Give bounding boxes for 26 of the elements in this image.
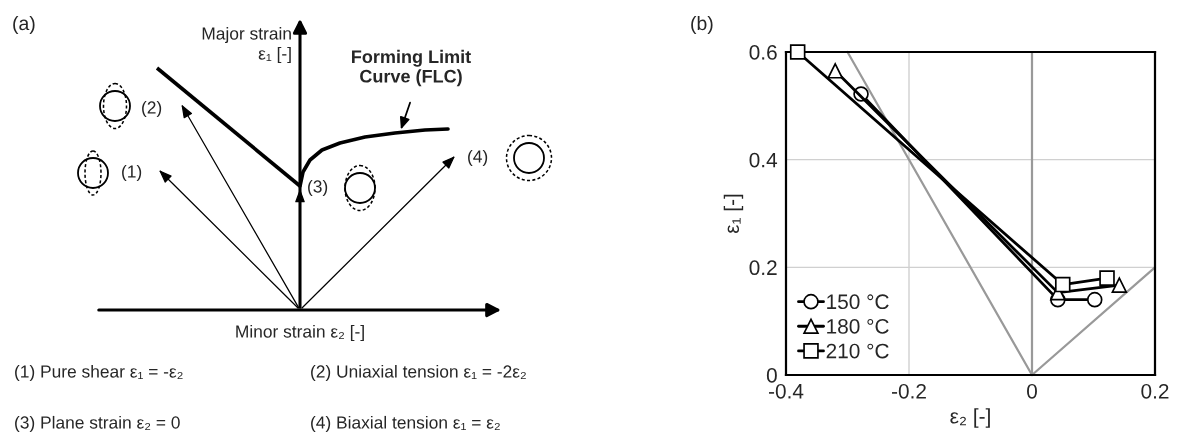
text: (4) [468,149,488,167]
text: Minor strain ε₂ [-] [236,324,364,342]
y-tick-label: 0 [766,368,777,383]
y-tick-label: 0.2 [749,260,777,276]
legend-label: 180 °C [827,319,889,334]
y-axis-title: ε₁ [-] [723,194,744,234]
text: Major strain ε₁ [-] [202,26,291,64]
text: (1) Pure shear ε₁ = -ε₂ [15,364,183,382]
y-tick-label: 0.4 [749,152,778,168]
y-tick-label: 0.6 [749,45,777,60]
text: (3) [308,179,328,197]
text: (2) Uniaxial tension ε₁ = -2ε₂ [311,364,526,382]
chart-title: (b) [691,15,713,35]
text: (2) [142,100,162,118]
x-tick-label: 0 [1027,383,1037,399]
text: (a) [13,15,35,35]
x-tick-label: -0.2 [891,383,926,399]
text: Forming Limit Curve (FLC) [352,49,471,87]
x-axis-title: ε₂ [-] [950,408,990,428]
text: (3) Plane strain ε₂ = 0 [15,415,180,433]
legend-label: 210 °C [826,343,889,359]
text: (4) Biaxial tension ε₁ = ε₂ [311,415,500,433]
text: (1) [122,164,142,182]
legend-label: 150 °C [827,294,889,310]
x-tick-label: 0.2 [1141,383,1169,399]
x-tick-label: -0.4 [768,383,804,399]
